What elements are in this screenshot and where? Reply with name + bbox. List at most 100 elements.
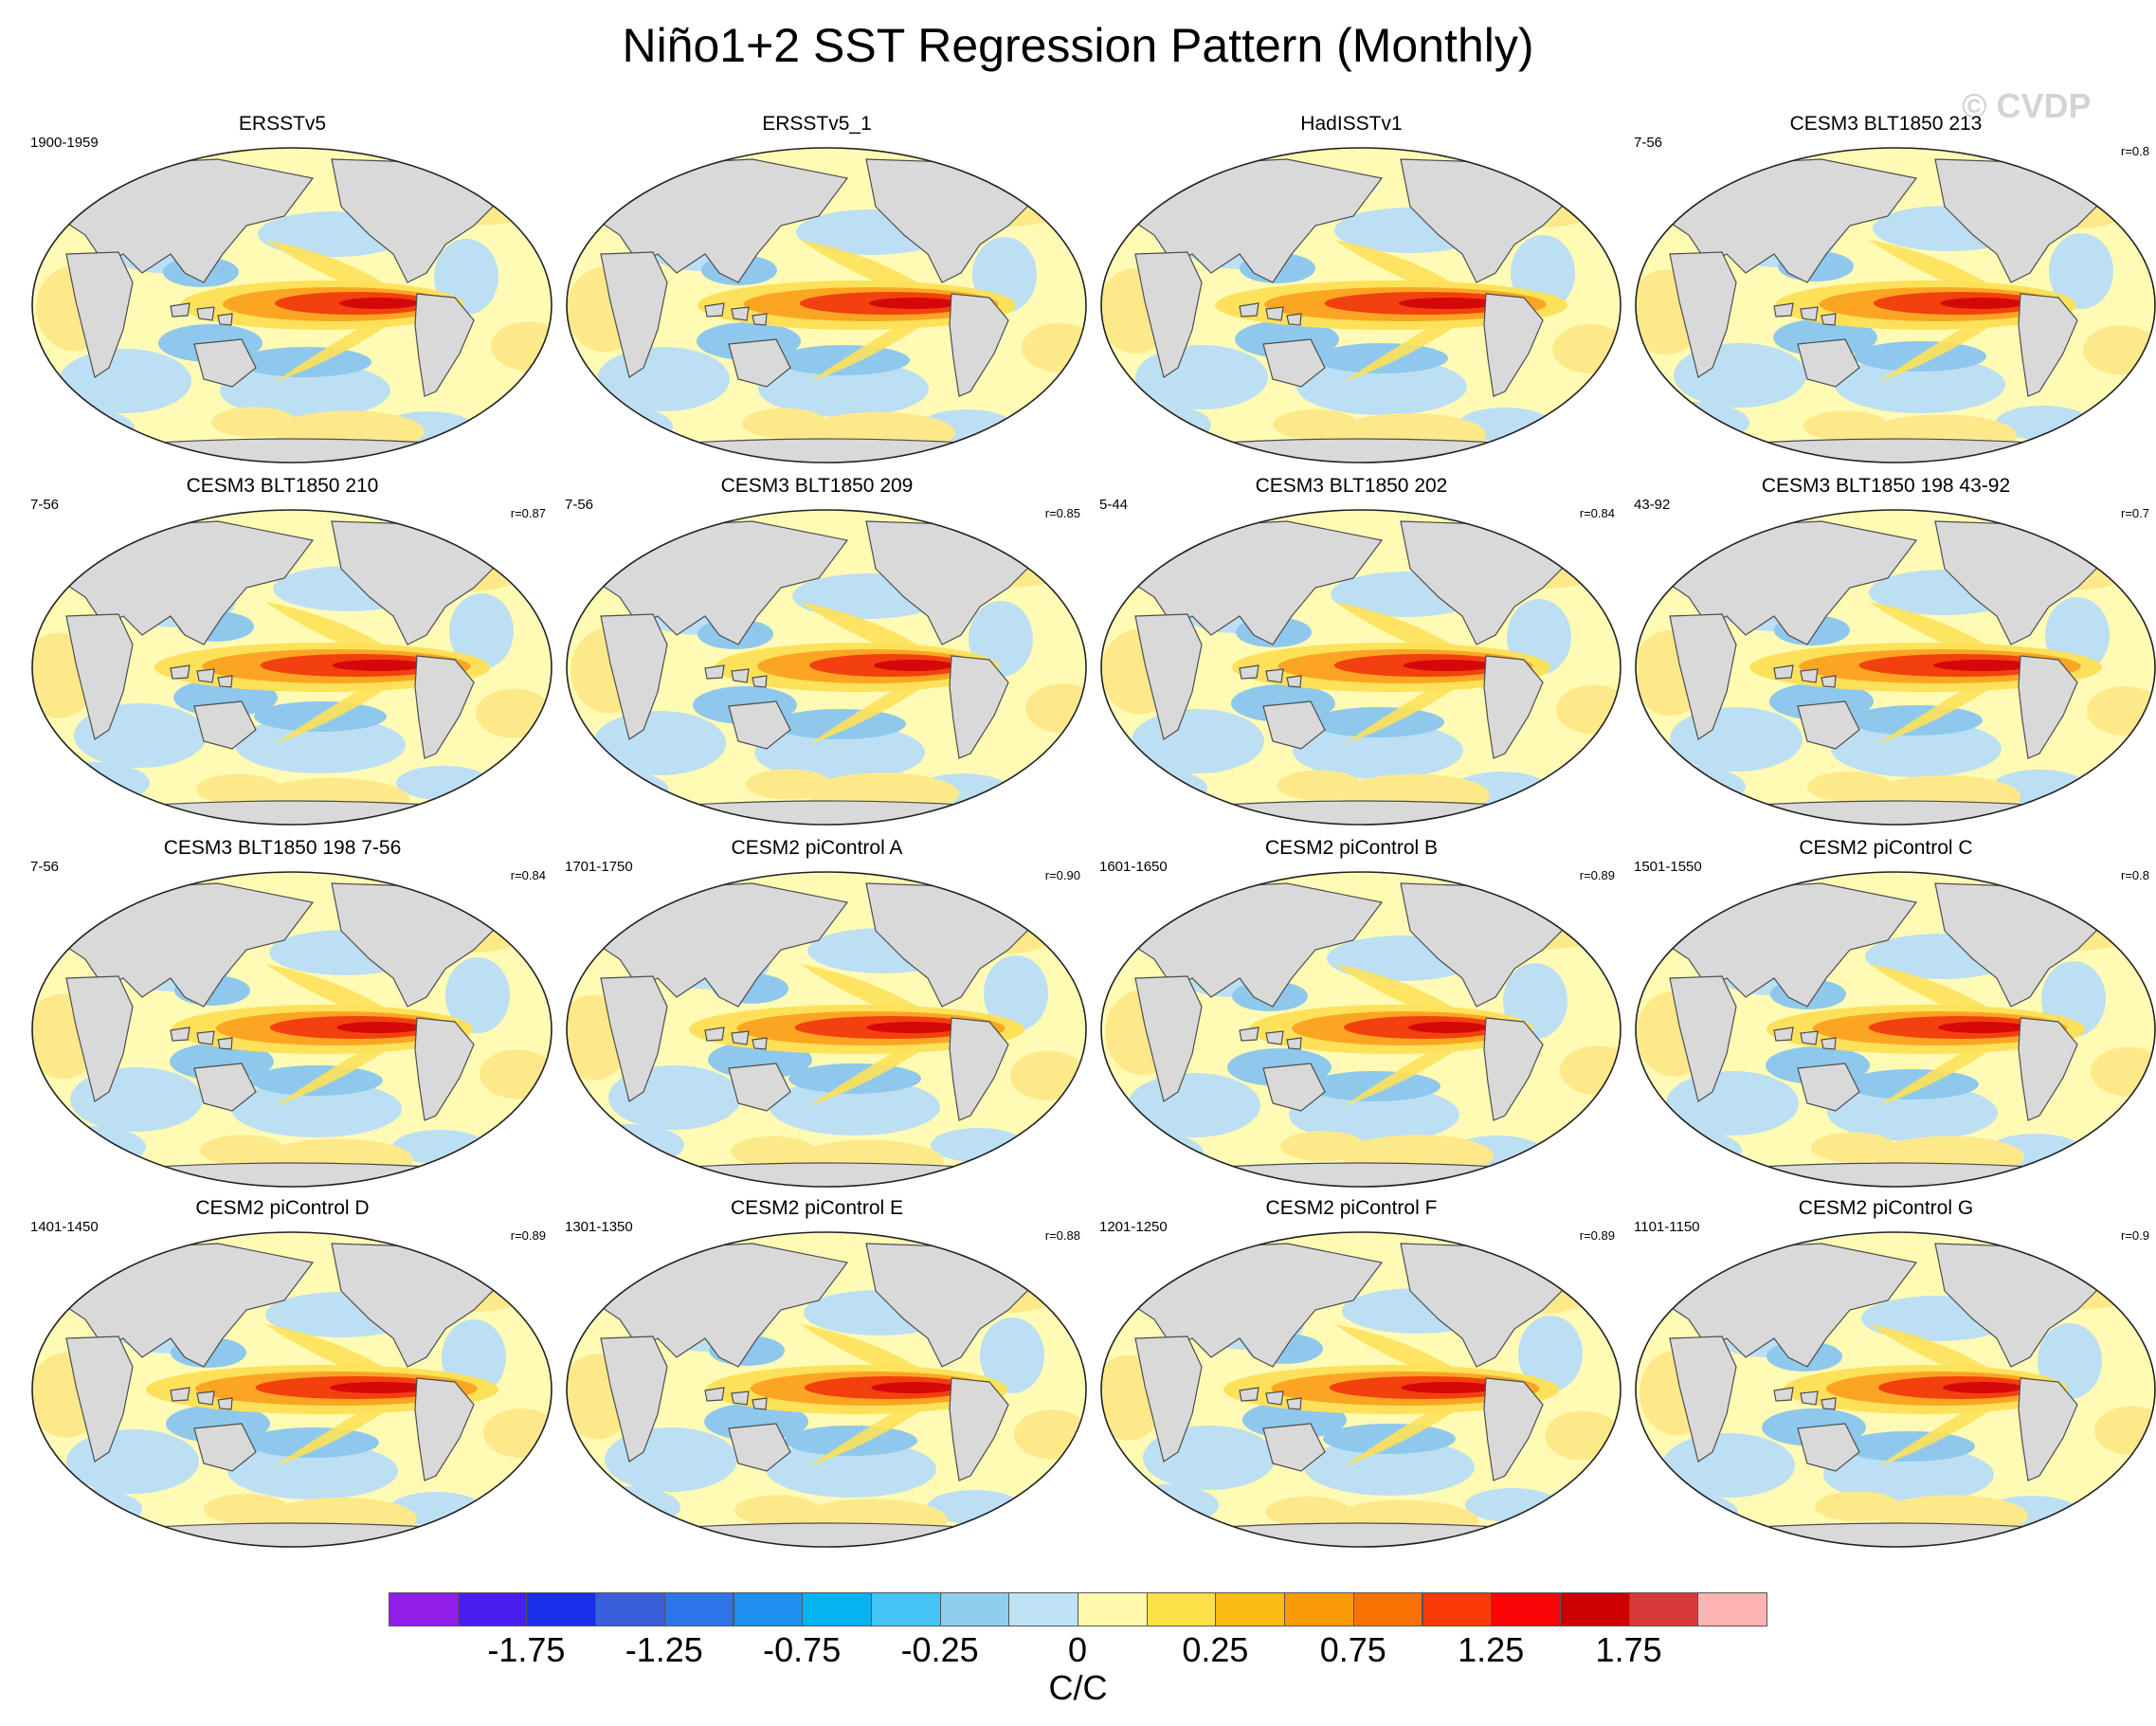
panel-correlation: r=0.89 [1579,868,1615,882]
colorbar-label: -1.25 [625,1630,703,1669]
panel-period: 1301-1350 [565,1219,633,1235]
panel-title: CESM2 piControl F [1265,1197,1438,1219]
colorbar-box [1628,1592,1699,1626]
panel-title: HadISSTv1 [1300,113,1403,135]
colorbar [389,1592,1767,1626]
colorbar-box [389,1592,459,1626]
sst-regression-map [1100,147,1622,463]
panel-period: 1201-1250 [1099,1219,1168,1235]
panel-title: CESM2 piControl D [195,1197,370,1219]
panel-correlation: r=0.90 [1044,868,1080,882]
sst-regression-map [31,147,553,463]
sst-regression-map [1635,1231,2156,1548]
panel-correlation: r=0.89 [1579,1228,1615,1243]
panel-title: ERSSTv5 [238,113,327,135]
panel-period: 7-56 [1634,135,1663,151]
map-panel: ERSSTv5_1 [552,112,1087,472]
colorbar-box [939,1592,1010,1626]
panel-title: CESM2 piControl G [1798,1197,1974,1219]
panel-title: CESM2 piControl E [730,1197,904,1219]
panel-period: 43-92 [1634,497,1671,513]
colorbar-label: -1.75 [487,1630,566,1669]
colorbar-box [1352,1592,1423,1626]
colorbar-box [457,1592,528,1626]
colorbar-box [1697,1592,1767,1626]
colorbar-box [733,1592,804,1626]
sst-regression-map [566,509,1087,826]
colorbar-box [870,1592,941,1626]
panel-period: 5-44 [1099,497,1129,513]
colorbar-box [1422,1592,1493,1626]
panel-correlation: r=0.88 [1044,1228,1080,1243]
panel-period: 1501-1550 [1634,859,1702,875]
cvdp-watermark: © CVDP [1962,86,2092,125]
panel-period: 7-56 [565,497,594,513]
colorbar-box [1491,1592,1561,1626]
colorbar-box [1008,1592,1078,1626]
panel-title: CESM3 BLT1850 202 [1255,475,1448,497]
map-panel: CESM3 BLT1850 213 7-56 r=0.8 [1621,112,2156,472]
panel-title: CESM2 piControl B [1264,837,1439,859]
panel-period: 1401-1450 [30,1219,99,1235]
panel-title: CESM3 BLT1850 209 [720,475,914,497]
colorbar-box [595,1592,665,1626]
colorbar-label: 1.75 [1595,1630,1662,1669]
colorbar-box [1559,1592,1630,1626]
panel-title: ERSSTv5_1 [762,113,872,135]
colorbar-label: 0.75 [1319,1630,1386,1669]
map-panel: CESM2 piControl A 1701-1750 r=0.90 [552,836,1087,1196]
sst-regression-map [1635,147,2156,463]
sst-regression-map [31,1231,553,1548]
panel-period: 7-56 [30,497,60,513]
colorbar-label: 0 [1067,1630,1088,1669]
map-panel: CESM3 BLT1850 202 5-44 r=0.84 [1086,474,1622,834]
panel-title: CESM3 BLT1850 198 43-92 [1761,475,2011,497]
map-panel: CESM2 piControl G 1101-1150 r=0.9 [1621,1196,2156,1556]
map-panel: HadISSTv1 [1086,112,1622,472]
map-panel: CESM3 BLT1850 198 7-56 7-56 r=0.84 [17,836,553,1196]
panel-correlation: r=0.9 [2121,1228,2149,1243]
colorbar-label: -0.25 [900,1630,979,1669]
sst-regression-map [566,1231,1087,1548]
map-panel: CESM3 BLT1850 198 43-92 43-92 r=0.7 [1621,474,2156,834]
panel-correlation: r=0.8 [2121,868,2149,882]
map-panel: CESM2 piControl C 1501-1550 r=0.8 [1621,836,2156,1196]
map-panel: CESM2 piControl F 1201-1250 r=0.89 [1086,1196,1622,1556]
colorbar-units: C/C [1048,1668,1108,1707]
sst-regression-map [1635,871,2156,1188]
panel-title: CESM3 BLT1850 213 [1789,113,1983,135]
map-panel: ERSSTv5 1900-1959 [17,112,553,472]
colorbar-box [526,1592,597,1626]
panel-correlation: r=0.8 [2121,144,2149,158]
panel-correlation: r=0.84 [510,868,546,882]
colorbar-box [1078,1592,1148,1626]
sst-regression-map [31,509,553,826]
sst-regression-map [1635,509,2156,826]
map-panel: CESM2 piControl B 1601-1650 r=0.89 [1086,836,1622,1196]
colorbar-box [663,1592,734,1626]
panel-period: 1601-1650 [1099,859,1168,875]
map-panel: CESM3 BLT1850 210 7-56 r=0.87 [17,474,553,834]
panel-correlation: r=0.84 [1579,506,1615,520]
panel-period: 1101-1150 [1634,1219,1700,1235]
sst-regression-map [31,871,553,1188]
panel-period: 7-56 [30,859,60,875]
colorbar-box [1284,1592,1354,1626]
panel-correlation: r=0.85 [1044,506,1080,520]
sst-regression-map [566,147,1087,463]
map-panel: CESM3 BLT1850 209 7-56 r=0.85 [552,474,1087,834]
panel-title: CESM3 BLT1850 198 7-56 [163,837,402,859]
colorbar-box [1215,1592,1286,1626]
map-panel: CESM2 piControl E 1301-1350 r=0.88 [552,1196,1087,1556]
map-panel: CESM2 piControl D 1401-1450 r=0.89 [17,1196,553,1556]
panel-title: CESM2 piControl A [731,837,903,859]
sst-regression-map [1100,1231,1622,1548]
colorbar-label: 0.25 [1182,1630,1249,1669]
sst-regression-map [566,871,1087,1188]
colorbar-label: 1.25 [1458,1630,1525,1669]
sst-regression-map [1100,871,1622,1188]
panel-title: CESM2 piControl C [1799,837,1973,859]
sst-regression-map [1100,509,1622,826]
panel-title: CESM3 BLT1850 210 [186,475,379,497]
panel-correlation: r=0.89 [510,1228,546,1243]
